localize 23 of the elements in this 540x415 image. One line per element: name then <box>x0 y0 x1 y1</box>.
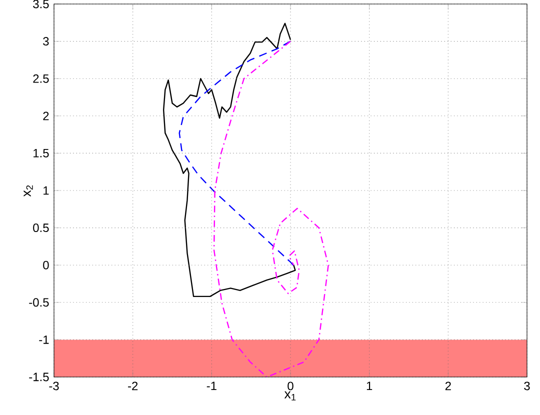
y-tick-label: -1.5 <box>29 372 49 382</box>
x-axis-title: x$_{1}$ <box>284 391 296 400</box>
y-axis-title: x$_{2}$ <box>24 185 33 197</box>
x-tick-label: 2 <box>445 382 451 390</box>
x-tick-label: -2 <box>128 382 138 390</box>
x-tick-label: 0 <box>288 382 294 390</box>
line-series <box>178 40 296 268</box>
y-tick-label: -0.5 <box>29 298 49 307</box>
y-tick-label: 2.5 <box>33 74 49 83</box>
line-series <box>162 22 296 298</box>
y-tick-label: 3.5 <box>33 0 49 8</box>
x-tick-label: 3 <box>524 382 530 390</box>
y-tick-label: 0 <box>43 260 49 270</box>
y-tick-label: 1 <box>44 186 49 195</box>
y-tick-label: -1 <box>39 336 49 344</box>
x-tick-label: -3 <box>49 382 59 390</box>
line-series <box>213 40 329 377</box>
y-tick-label: 1.5 <box>34 149 49 158</box>
x-tick-label: -1 <box>206 382 216 390</box>
y-tick-label: 3 <box>43 37 49 46</box>
y-tick-label: 2 <box>43 112 49 120</box>
x-tick-label: 1 <box>366 382 372 390</box>
y-tick-label: 0.5 <box>33 224 49 232</box>
